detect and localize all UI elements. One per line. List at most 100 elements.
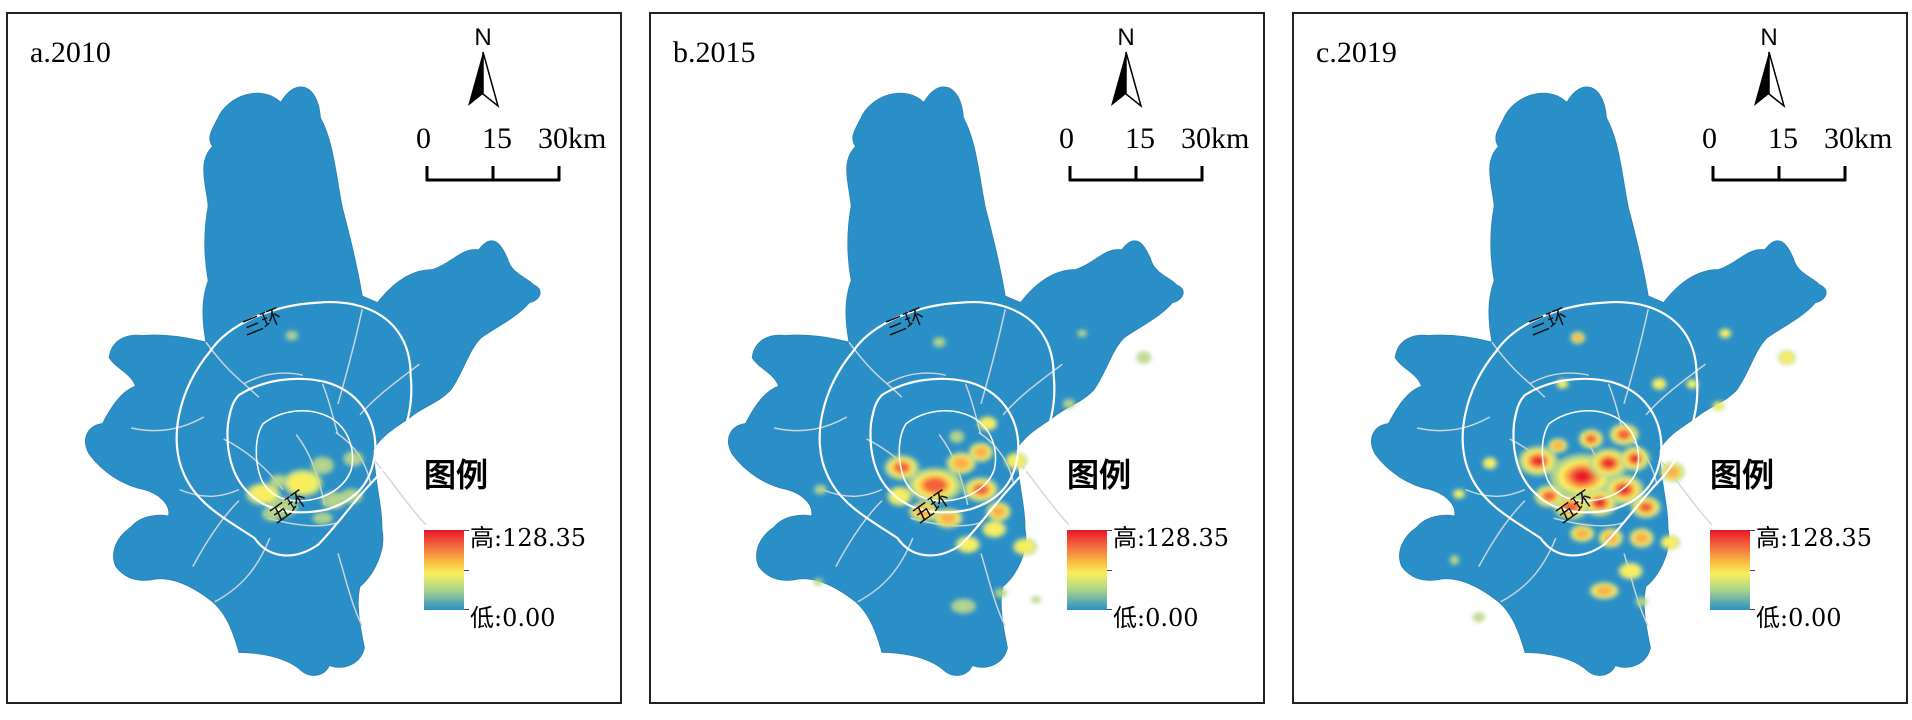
map-panel-1: 三环 五环 a.2010 N 0 15 30km 图例 高:128.35 低:0.00 <box>6 12 622 704</box>
north-label: N <box>1117 24 1135 51</box>
density-hotspot <box>1667 540 1673 545</box>
density-hotspot <box>1457 492 1461 496</box>
city-map <box>85 86 541 676</box>
legend-low-label: 低:0.00 <box>1756 604 1842 632</box>
density-hotspot <box>1638 535 1645 541</box>
panel-title: b.2015 <box>673 36 756 69</box>
legend-tick <box>1750 530 1755 531</box>
second-ring-road <box>1541 410 1640 502</box>
density-hotspot <box>1022 544 1028 549</box>
density-hotspot <box>978 449 984 455</box>
density-hotspot <box>1081 332 1084 335</box>
density-hotspot <box>1784 355 1789 360</box>
legend-title: 图例 <box>1067 456 1132 494</box>
panel-title: a.2010 <box>30 36 111 69</box>
scale-bar-label: 0 <box>1059 122 1074 155</box>
legend-high-label: 高:128.35 <box>1756 524 1873 552</box>
land-area <box>728 86 1184 676</box>
density-hotspot <box>995 509 1002 514</box>
road-line <box>214 537 271 603</box>
density-hotspot <box>944 515 952 521</box>
density-hotspot <box>1723 332 1727 335</box>
road-line <box>980 553 1006 627</box>
density-hotspot <box>1595 499 1604 507</box>
road-line <box>1417 416 1491 432</box>
road-line <box>1529 372 1589 385</box>
north-arrow-icon <box>1111 51 1143 109</box>
land-area <box>85 86 541 676</box>
legend-tick <box>1107 530 1112 531</box>
density-hotspot <box>897 464 906 471</box>
density-hotspot <box>319 463 326 468</box>
legend-color-ramp <box>424 530 464 610</box>
density-hotspot <box>1576 336 1580 340</box>
scale-bar-label: 15 <box>482 122 512 155</box>
density-hotspot <box>279 504 287 510</box>
density-hotspot <box>1579 531 1586 536</box>
third-ring-road <box>226 377 377 514</box>
density-hotspot <box>276 479 281 483</box>
density-hotspot <box>937 341 941 344</box>
density-layer <box>245 330 364 525</box>
density-hotspot <box>259 491 268 497</box>
density-hotspot <box>351 457 356 461</box>
density-hotspot <box>1619 486 1629 494</box>
density-hotspot <box>1690 382 1694 386</box>
legend-tick <box>464 570 469 571</box>
legend-high-label: 高:128.35 <box>1113 524 1230 552</box>
scale-bar-label: 30km <box>1181 122 1250 155</box>
panel-title: c.2019 <box>1316 36 1397 69</box>
north-label: N <box>1760 24 1778 51</box>
third-ring-road <box>1512 377 1663 514</box>
legend-tick <box>464 609 469 610</box>
scale-bar-label: 30km <box>538 122 607 155</box>
road-line <box>1623 309 1649 404</box>
road-line <box>1500 537 1557 603</box>
density-hotspot <box>1631 455 1639 462</box>
density-hotspot <box>817 581 820 583</box>
density-hotspot <box>1620 431 1628 438</box>
road-line <box>372 458 427 526</box>
density-hotspot <box>269 512 275 516</box>
road-line <box>192 500 240 567</box>
density-hotspot <box>1545 493 1553 499</box>
north-label: N <box>474 24 492 51</box>
legend-low-label: 低:0.00 <box>1113 604 1199 632</box>
road-line <box>321 383 339 435</box>
legend-title: 图例 <box>424 456 489 494</box>
density-hotspot <box>1488 461 1492 465</box>
density-hotspot <box>1657 382 1661 386</box>
fifth-ring-road <box>818 300 1056 557</box>
density-hotspot <box>1453 558 1456 562</box>
density-hotspot <box>1567 504 1576 511</box>
density-hotspot <box>1600 588 1608 593</box>
legend-tick <box>464 530 469 531</box>
road-line <box>337 553 363 627</box>
scale-bar-label: 15 <box>1768 122 1798 155</box>
density-hotspot <box>290 334 294 337</box>
density-hotspot <box>320 516 325 520</box>
density-hotspot <box>1640 600 1644 603</box>
density-hotspot <box>1555 443 1561 448</box>
north-arrow-icon <box>1754 51 1786 109</box>
road-line <box>179 488 240 497</box>
road-line <box>886 372 946 385</box>
density-hotspot <box>1533 457 1543 465</box>
scale-bar <box>1711 166 1847 182</box>
density-hotspot <box>985 421 990 426</box>
density-hotspot <box>999 591 1003 595</box>
density-hotspot <box>1067 402 1071 405</box>
density-layer <box>1449 328 1796 623</box>
road-line <box>1478 500 1526 567</box>
road-line <box>243 372 303 385</box>
road-line <box>980 309 1006 404</box>
density-hotspot <box>1717 404 1721 408</box>
legend-tick <box>1107 609 1112 610</box>
density-hotspot <box>960 604 967 608</box>
road-line <box>964 383 982 435</box>
road-line <box>822 488 883 497</box>
density-hotspot <box>330 498 337 503</box>
